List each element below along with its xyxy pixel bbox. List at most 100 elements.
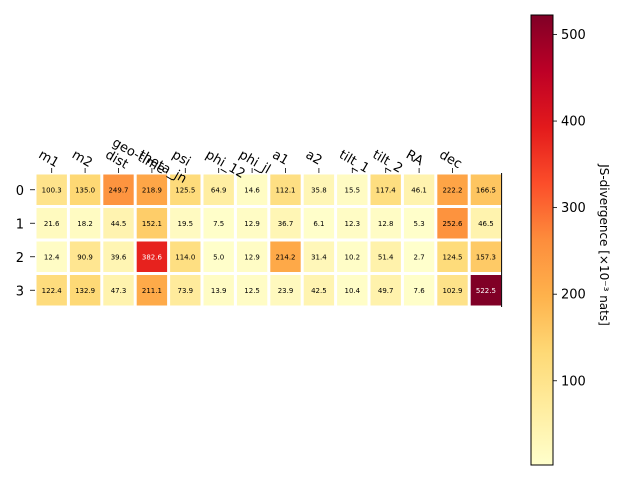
heatmap-cell xyxy=(236,275,268,306)
cell-value-label: 522.5 xyxy=(476,287,496,295)
heatmap-cell xyxy=(303,241,335,272)
cell-value-label: 44.5 xyxy=(111,220,127,228)
heatmap-cell xyxy=(437,275,468,306)
heatmap-cell xyxy=(170,241,201,272)
cell-value-label: 125.5 xyxy=(175,186,195,194)
cell-value-label: 23.9 xyxy=(278,287,294,295)
cell-value-label: 90.9 xyxy=(77,253,93,261)
heatmap-cell xyxy=(437,208,468,239)
heatmap-cell xyxy=(36,241,67,272)
x-tick-label: a1 xyxy=(270,147,292,168)
heatmap-cell xyxy=(270,174,301,205)
heatmap-cell xyxy=(236,241,268,272)
cell-value-label: 51.4 xyxy=(378,253,394,261)
heatmap-cell xyxy=(103,275,134,306)
cell-value-label: 35.8 xyxy=(311,186,327,194)
cell-value-label: 12.8 xyxy=(378,220,394,228)
cell-value-label: 46.5 xyxy=(478,220,494,228)
cell-value-label: 157.3 xyxy=(476,253,496,261)
y-tick-label: 3 xyxy=(16,284,24,299)
heatmap-cell xyxy=(203,275,234,306)
heatmap-cell xyxy=(236,174,268,205)
cell-value-label: 218.9 xyxy=(142,186,162,194)
heatmap-cell xyxy=(270,275,301,306)
cell-value-label: 47.3 xyxy=(111,287,127,295)
heatmap-cell xyxy=(470,174,502,205)
cell-value-label: 100.3 xyxy=(42,186,62,194)
heatmap-cell xyxy=(36,208,67,239)
heatmap-cell xyxy=(36,174,67,205)
heatmap-cell xyxy=(36,275,67,306)
cell-value-label: 249.7 xyxy=(108,186,128,194)
heatmap-cell xyxy=(236,208,268,239)
heatmap-cell xyxy=(437,241,468,272)
cell-value-label: 36.7 xyxy=(278,220,294,228)
cell-value-label: 152.1 xyxy=(142,220,162,228)
cell-value-label: 19.5 xyxy=(178,220,194,228)
heatmap-cell xyxy=(136,208,168,239)
cell-value-label: 10.4 xyxy=(345,287,361,295)
y-tick-label: 2 xyxy=(16,251,24,266)
heatmap-cell xyxy=(103,174,134,205)
heatmap-cell xyxy=(136,174,168,205)
cell-value-label: 117.4 xyxy=(376,186,397,194)
cell-value-label: 2.7 xyxy=(414,253,425,261)
heatmap-cell xyxy=(303,174,335,205)
y-tick-label: 1 xyxy=(16,217,24,232)
cell-value-label: 13.9 xyxy=(211,287,227,295)
colorbar-ticks: 100 200 300 400 500 xyxy=(553,28,586,389)
heatmap-cell xyxy=(170,174,201,205)
cell-value-label: 21.6 xyxy=(44,220,60,228)
heatmap-cell xyxy=(69,275,101,306)
cell-value-label: 5.0 xyxy=(213,253,224,261)
heatmap-cell xyxy=(203,241,234,272)
heatmap-cell xyxy=(437,174,468,205)
heatmap-cell xyxy=(403,241,435,272)
colorbar-gradient xyxy=(530,14,554,466)
colorbar-tick-label: 400 xyxy=(561,115,586,130)
colorbar-tick-label: 500 xyxy=(561,28,586,43)
colorbar: 100 200 300 400 500 JS-divergence [×10⁻³ nat… xyxy=(530,14,611,466)
cell-value-label: 214.2 xyxy=(275,253,295,261)
cell-value-label: 7.6 xyxy=(414,287,426,295)
heatmap-cell xyxy=(103,208,134,239)
cell-value-label: 382.6 xyxy=(142,253,163,261)
cell-value-label: 124.5 xyxy=(442,253,462,261)
heatmap-cell xyxy=(303,275,335,306)
cell-value-label: 5.3 xyxy=(414,220,425,228)
cell-value-label: 6.1 xyxy=(313,220,324,228)
cell-value-label: 135.0 xyxy=(75,186,95,194)
cell-value-label: 12.9 xyxy=(244,220,260,228)
cell-value-label: 252.6 xyxy=(442,220,463,228)
cell-value-label: 211.1 xyxy=(142,287,162,295)
heatmap-cell xyxy=(470,275,502,306)
x-tick-label: RA xyxy=(403,147,426,169)
cell-value-label: 10.2 xyxy=(345,253,361,261)
cell-value-label: 42.5 xyxy=(311,287,327,295)
cell-value-label: 15.5 xyxy=(345,186,361,194)
cell-value-label: 39.6 xyxy=(111,253,127,261)
heatmap-cell xyxy=(337,241,368,272)
x-tick-label: tilt_1 xyxy=(336,147,371,176)
cell-value-label: 102.9 xyxy=(442,287,462,295)
heatmap-cell xyxy=(170,275,201,306)
heatmap-cell xyxy=(403,275,435,306)
heatmap-cell xyxy=(337,275,368,306)
cell-value-label: 166.5 xyxy=(476,186,496,194)
y-tick-label: 0 xyxy=(16,184,24,199)
cell-value-label: 132.9 xyxy=(75,287,95,295)
colorbar-tick-label: 200 xyxy=(561,288,586,303)
colorbar-tick-label: 300 xyxy=(561,201,586,216)
x-tick-label: m1 xyxy=(36,147,62,170)
heatmap-cell xyxy=(370,208,401,239)
heatmap-cell xyxy=(470,208,502,239)
colorbar-tick-label: 100 xyxy=(561,374,586,389)
heatmap-cell xyxy=(337,208,368,239)
heatmap-cell xyxy=(403,208,435,239)
heatmap-cell xyxy=(203,174,234,205)
heatmap-cell xyxy=(69,208,101,239)
heatmap-cell xyxy=(203,208,234,239)
cell-value-label: 14.6 xyxy=(244,186,260,194)
heatmap-cell xyxy=(103,241,134,272)
heatmap-cell xyxy=(337,174,368,205)
